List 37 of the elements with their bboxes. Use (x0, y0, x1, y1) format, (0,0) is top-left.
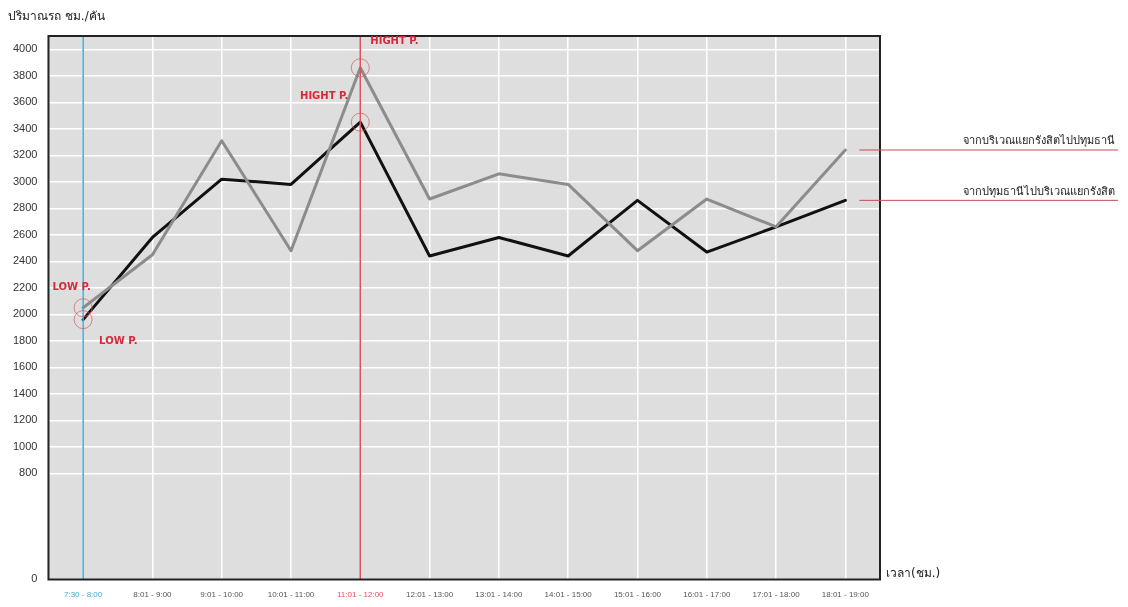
x-tick-label: 12:01 - 13:00 (406, 590, 454, 600)
y-tick-label: 4000 (12, 42, 38, 55)
x-tick-label: 14:01 - 15:00 (544, 590, 593, 600)
x-tick-label: 7:30 - 8:00 (63, 590, 103, 600)
x-tick-label: 9:01 - 10:00 (200, 590, 244, 600)
x-tick-label: 17:01 - 18:00 (752, 590, 801, 600)
y-tick-label: 1200 (12, 413, 38, 426)
y-tick-label: 2800 (12, 201, 38, 214)
y-tick-label: 1600 (12, 360, 38, 373)
annotation: HIGHT P. (300, 89, 349, 101)
y-tick-label: 3200 (12, 148, 38, 161)
x-axis-title: เวลา(ชม.) (886, 565, 941, 580)
annotation: LOW P. (99, 335, 138, 347)
x-tick-label: 10:01 - 11:00 (267, 590, 315, 600)
x-tick-label: 18:01 - 19:00 (821, 590, 870, 600)
y-tick-label: 3600 (12, 95, 38, 108)
y-tick-label: 2600 (12, 227, 38, 240)
annotation: HIGHT P. (370, 35, 419, 47)
y-axis-title: ปริมาณรถ ชม./คัน (8, 9, 105, 24)
text: จากบริเวณแยกรังสิตไปปทุมธานี (963, 134, 1115, 148)
x-tick-label: 8:01 - 9:00 (133, 590, 173, 600)
x-tick-label: 15:01 - 16:00 (613, 590, 662, 600)
x-tick-label: 16:01 - 17:00 (683, 590, 731, 600)
y-tick-label: 1000 (12, 439, 38, 452)
text: จากปทุมธานีไปบริเวณแยกรังสิต (963, 184, 1115, 198)
y-tick-label: 0 (31, 572, 38, 585)
y-tick-label: 1800 (12, 333, 38, 346)
y-tick-label: 2200 (12, 280, 38, 293)
y-tick-label: 1400 (12, 386, 38, 399)
x-tick-label: 13:01 - 14:00 (475, 590, 523, 600)
y-tick-label: 2000 (12, 307, 38, 320)
y-tick-label: 3000 (12, 174, 38, 187)
y-tick-label: 800 (19, 466, 38, 479)
x-tick-label: 11:01 - 12:00 (337, 590, 385, 600)
y-tick-label: 3800 (12, 68, 38, 81)
y-tick-label: 3400 (12, 121, 38, 134)
y-tick-label: 2400 (12, 254, 38, 267)
